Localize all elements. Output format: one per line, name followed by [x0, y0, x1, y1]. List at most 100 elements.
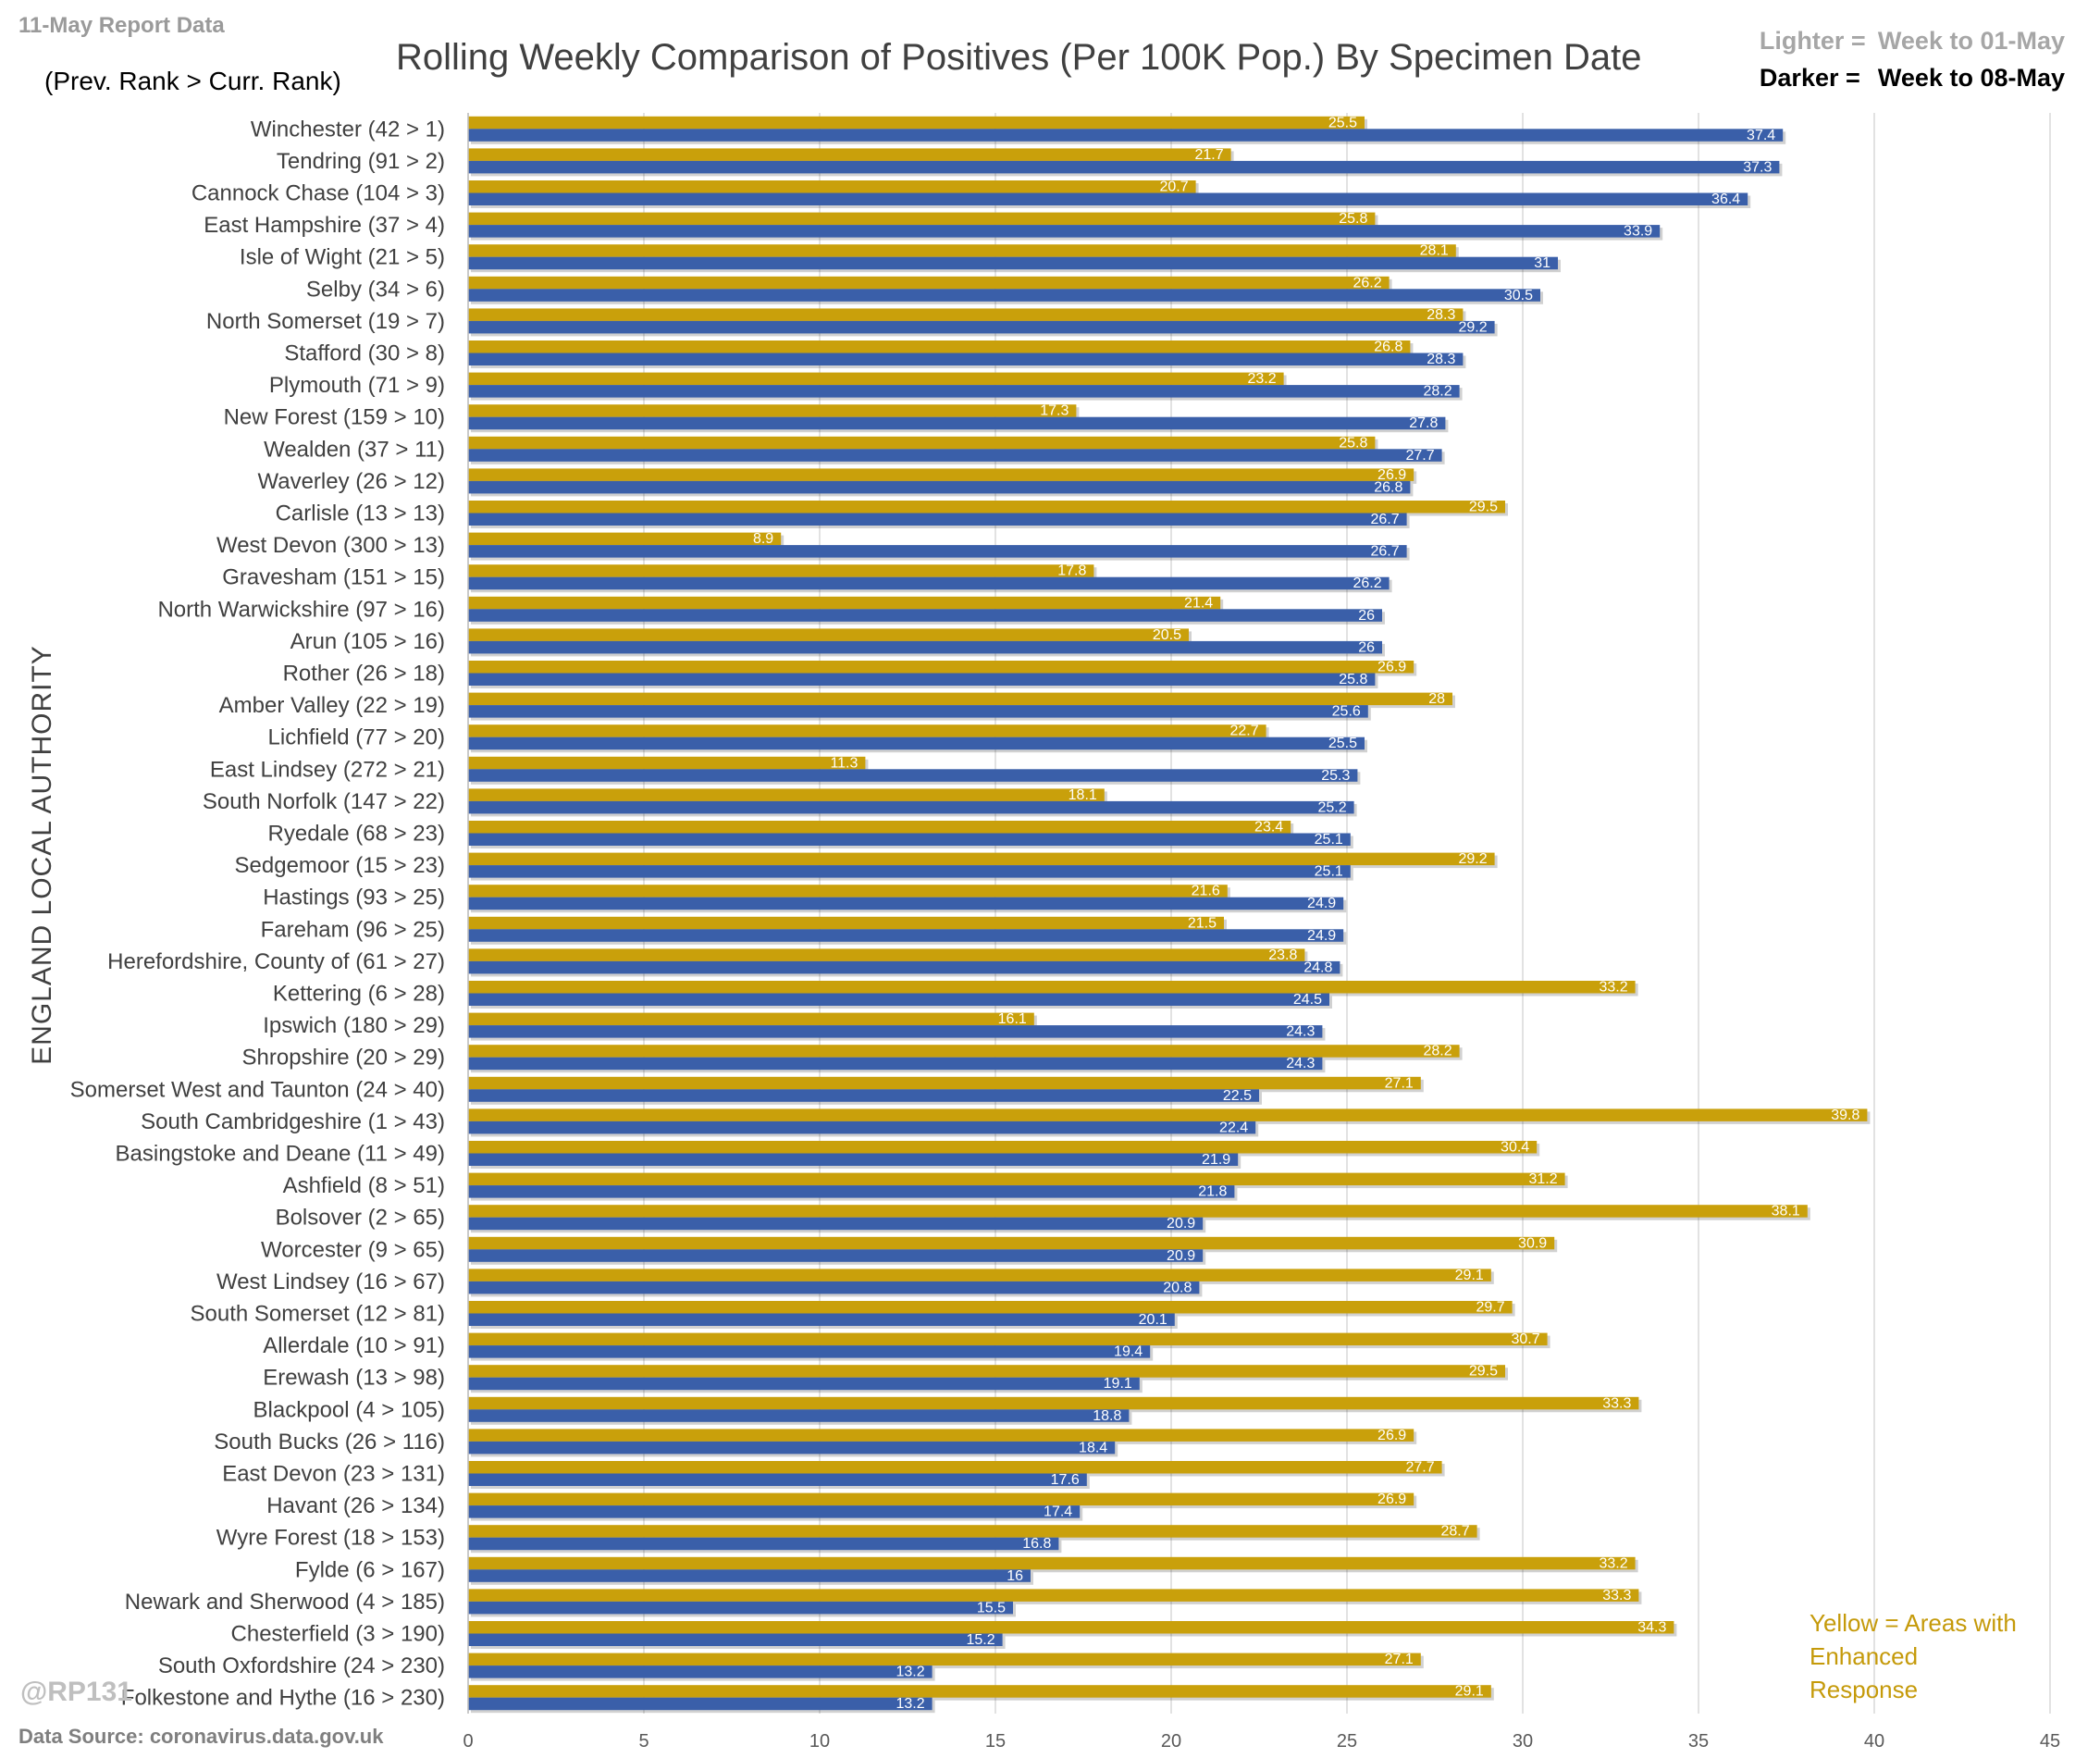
data-label: 26 [1358, 639, 1375, 655]
legend-lighter-label: Lighter = [1759, 27, 1866, 55]
category-label: Folkestone and Hythe (16 > 230) [121, 1686, 445, 1711]
data-label: 25.1 [1315, 864, 1343, 880]
bar-curr-week [468, 673, 1376, 686]
category-label: East Devon (23 > 131) [222, 1462, 445, 1487]
bar-curr-week [468, 1345, 1151, 1358]
bar-prev-week [468, 1301, 1513, 1314]
data-label: 25.2 [1317, 799, 1346, 815]
category-label: North Warwickshire (97 > 16) [157, 597, 445, 622]
category-label: Ashfield (8 > 51) [283, 1173, 445, 1198]
category-label: Hastings (93 > 25) [263, 885, 445, 910]
bar-prev-week [468, 340, 1411, 353]
bar-curr-week [468, 289, 1540, 302]
data-label: 31 [1534, 255, 1550, 271]
bar-curr-week [468, 225, 1661, 238]
bar-prev-week [468, 1108, 1868, 1121]
legend-lighter-value: Week to 01-May [1877, 27, 2065, 55]
bar-prev-week [468, 1236, 1555, 1250]
data-label: 36.4 [1711, 192, 1740, 207]
data-label: 15.2 [966, 1632, 994, 1648]
bar-curr-week [468, 320, 1495, 334]
data-label: 28 [1428, 691, 1445, 707]
bar-prev-week [468, 372, 1284, 386]
category-label: Lichfield (77 > 20) [268, 725, 445, 750]
data-label: 25.1 [1315, 832, 1343, 848]
bar-prev-week [468, 788, 1105, 801]
data-label: 17.3 [1040, 403, 1069, 419]
bar-prev-week [468, 916, 1224, 930]
bar-curr-week [468, 1313, 1175, 1326]
category-label: Carlisle (13 > 13) [276, 501, 445, 526]
data-label: 29.2 [1458, 851, 1487, 867]
bar-prev-week [468, 1332, 1548, 1346]
legend-darker-label: Darker = [1759, 64, 1860, 92]
data-label: 23.4 [1254, 820, 1283, 836]
bar-prev-week [468, 1141, 1538, 1154]
category-label: South Oxfordshire (24 > 230) [158, 1653, 445, 1678]
data-label: 29.5 [1469, 1364, 1498, 1380]
category-label: West Devon (300 > 13) [216, 533, 445, 558]
bar-prev-week [468, 276, 1390, 290]
bar-curr-week [468, 576, 1390, 590]
data-label: 21.4 [1184, 595, 1213, 611]
category-label: Winchester (42 > 1) [251, 117, 445, 142]
category-label: Kettering (6 > 28) [273, 982, 445, 1007]
bar-prev-week [468, 1172, 1565, 1186]
data-label: 21.6 [1192, 884, 1220, 899]
x-tick-label: 10 [809, 1731, 830, 1752]
data-label: 20.7 [1159, 180, 1188, 195]
category-label: Fareham (96 > 25) [261, 917, 445, 942]
bar-prev-week [468, 1269, 1491, 1281]
x-tick-label: 40 [1864, 1731, 1884, 1752]
data-label: 37.3 [1743, 159, 1772, 175]
bar-prev-week [468, 885, 1228, 898]
data-label: 21.7 [1194, 147, 1223, 163]
data-label: 24.3 [1286, 1056, 1315, 1071]
category-label: Wealden (37 > 11) [264, 437, 445, 462]
category-label: Havant (26 > 134) [266, 1493, 445, 1518]
data-label: 21.9 [1202, 1152, 1230, 1168]
bar-curr-week [468, 416, 1446, 430]
bar-prev-week [468, 1685, 1491, 1698]
bar-curr-week [468, 1249, 1204, 1262]
category-label: Chesterfield (3 > 190) [231, 1622, 445, 1647]
data-label: 26.2 [1353, 275, 1381, 291]
bar-prev-week [468, 1012, 1034, 1026]
data-label: 22.5 [1223, 1088, 1252, 1104]
data-label: 28.2 [1423, 384, 1451, 400]
data-label: 34.3 [1637, 1620, 1666, 1636]
data-label: 28.7 [1440, 1524, 1469, 1540]
bar-curr-week [468, 1537, 1059, 1551]
bar-curr-week [468, 1025, 1323, 1038]
category-label: Plymouth (71 > 9) [269, 373, 445, 398]
category-label: Blackpool (4 > 105) [253, 1397, 445, 1422]
bar-curr-week [468, 1089, 1259, 1102]
bar-prev-week [468, 1589, 1639, 1602]
data-label: 24.5 [1293, 992, 1322, 1008]
bar-curr-week [468, 192, 1748, 205]
category-label: Ipswich (180 > 29) [263, 1013, 445, 1038]
category-label: Stafford (30 > 8) [284, 341, 445, 366]
category-label: East Hampshire (37 > 4) [204, 213, 445, 238]
data-label: 26.9 [1377, 1492, 1406, 1507]
legend-lighter: Lighter = Week to 01-May [1760, 22, 2065, 59]
data-label: 22.7 [1229, 724, 1258, 739]
category-label: Worcester (9 > 65) [261, 1237, 445, 1262]
bar-curr-week [468, 705, 1368, 718]
bar-prev-week [468, 116, 1365, 130]
bar-prev-week [468, 821, 1291, 834]
legend: Lighter = Week to 01-May Darker = Week to … [1760, 22, 2065, 96]
data-label: 28.3 [1427, 307, 1455, 323]
bar-curr-week [468, 353, 1464, 365]
data-label: 20.9 [1167, 1216, 1195, 1232]
data-label: 24.9 [1307, 896, 1336, 911]
data-label: 28.3 [1427, 352, 1455, 367]
data-label: 30.7 [1511, 1331, 1539, 1347]
bar-prev-week [468, 180, 1196, 193]
category-label: Bolsover (2 > 65) [276, 1206, 445, 1231]
data-label: 33.2 [1599, 1555, 1627, 1571]
category-label: Allerdale (10 > 91) [263, 1333, 445, 1358]
category-label: Cannock Chase (104 > 3) [191, 181, 445, 206]
data-label: 18.8 [1093, 1408, 1121, 1424]
data-label: 26 [1358, 608, 1375, 624]
